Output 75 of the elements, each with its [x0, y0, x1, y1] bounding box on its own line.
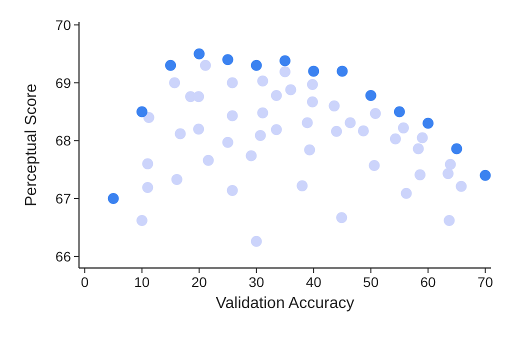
y-tick-label: 67 — [55, 190, 72, 207]
point — [226, 184, 238, 196]
y-tick-label: 70 — [55, 16, 72, 33]
point — [365, 90, 376, 101]
point — [331, 126, 342, 137]
x-tick-label: 70 — [477, 274, 494, 290]
point — [422, 118, 434, 129]
point — [328, 100, 340, 112]
point — [202, 154, 214, 166]
point — [285, 84, 296, 96]
x-axis-title: Validation Accuracy — [216, 295, 354, 312]
point — [358, 125, 369, 136]
point — [193, 124, 204, 135]
x-tick-label: 40 — [306, 274, 322, 290]
point — [226, 77, 238, 88]
x-tick-label: 10 — [134, 274, 150, 290]
point — [306, 96, 318, 108]
point — [336, 212, 348, 224]
point — [193, 91, 204, 102]
x-tick-label: 20 — [191, 274, 208, 290]
point — [270, 90, 282, 101]
point — [412, 143, 424, 154]
point — [308, 66, 320, 77]
point — [296, 180, 308, 192]
point — [480, 170, 491, 181]
point — [280, 55, 290, 66]
point — [456, 180, 467, 192]
point — [280, 66, 290, 78]
point — [390, 133, 401, 144]
point — [171, 174, 182, 185]
point — [398, 122, 409, 134]
point — [165, 60, 176, 71]
point — [194, 48, 205, 60]
point — [250, 60, 262, 71]
point — [414, 169, 426, 180]
point — [136, 106, 148, 118]
point — [368, 160, 380, 172]
point — [302, 117, 313, 128]
point — [257, 107, 268, 118]
point — [222, 54, 234, 66]
point — [304, 144, 316, 156]
point — [226, 110, 238, 122]
point — [250, 236, 262, 247]
y-axis-title: Perceptual Score — [23, 84, 40, 206]
x-tick-label: 0 — [80, 274, 89, 290]
point — [442, 168, 454, 180]
point — [222, 136, 234, 148]
point — [336, 66, 348, 77]
point — [416, 132, 428, 144]
point — [270, 124, 282, 136]
point — [246, 150, 257, 162]
point — [142, 182, 154, 194]
point — [254, 130, 266, 141]
point — [257, 76, 268, 87]
point — [143, 112, 154, 123]
x-tick-label: 50 — [363, 274, 379, 290]
point — [169, 77, 180, 88]
point — [394, 106, 405, 118]
x-tick-label: 60 — [420, 274, 436, 290]
point — [451, 143, 462, 154]
x-tick-label: 30 — [248, 274, 264, 290]
point — [200, 60, 211, 71]
y-tick-label: 66 — [55, 248, 72, 264]
y-tick-label: 69 — [55, 74, 72, 91]
point — [306, 79, 318, 90]
point — [400, 188, 412, 199]
point — [136, 215, 148, 226]
point — [444, 215, 455, 226]
point — [142, 158, 154, 170]
y-tick-label: 68 — [55, 132, 72, 149]
point — [370, 108, 381, 119]
point — [174, 128, 186, 140]
point — [108, 193, 119, 204]
point — [444, 158, 456, 170]
point — [344, 117, 356, 128]
